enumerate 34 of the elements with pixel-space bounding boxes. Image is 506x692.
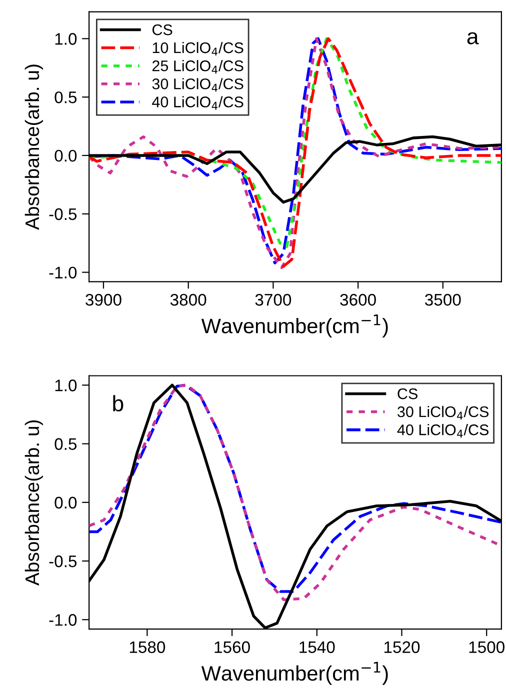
y-tick-label: 1.0: [55, 380, 77, 392]
legend-label: 30 LiClO$_{4}$/CS: [152, 78, 244, 92]
y-axis-title: Absorbance(arb. u): [24, 64, 43, 230]
x-tick-label: 1540: [300, 641, 335, 654]
y-tick-label: -1.0: [49, 266, 77, 278]
legend-label: 30 LiClO$_{4}$/CS: [398, 406, 489, 420]
y-tick-label: 0.0: [54, 150, 77, 162]
x-tick-label: 1580: [130, 641, 166, 654]
y-tick-label: -1.0: [49, 614, 77, 626]
legend-label: 40 LiClO$_{4}$/CS: [152, 96, 244, 110]
y-tick-label: -0.5: [49, 555, 77, 568]
y-tick-label: 1.0: [55, 33, 77, 45]
x-axis-title: Wavenumber(cm$^{−1}$): [201, 662, 388, 685]
y-tick-label: 0.0: [54, 496, 77, 509]
annotation: a: [467, 32, 479, 44]
annotation: b: [113, 395, 124, 412]
x-tick-label: 3700: [255, 294, 292, 306]
y-tick-label: -0.5: [49, 208, 77, 220]
x-tick-label: 1500: [469, 641, 504, 654]
x-tick-label: 3600: [340, 294, 376, 306]
x-tick-label: 3500: [424, 294, 461, 306]
x-tick-label: 3900: [86, 294, 122, 306]
y-tick-label: 0.5: [54, 438, 77, 450]
y-axis-title: Absorbance(arb. u): [24, 420, 43, 586]
legend-label: CS: [398, 388, 418, 400]
x-tick-label: 1520: [384, 641, 420, 654]
x-tick-label: 1560: [214, 641, 250, 654]
y-tick-label: 0.5: [54, 91, 77, 104]
legend-label: 10 LiClO$_{4}$/CS: [152, 42, 244, 56]
legend-label: 40 LiClO$_{4}$/CS: [397, 424, 489, 438]
legend-label: CS: [152, 24, 172, 36]
x-tick-label: 3800: [170, 294, 206, 306]
x-axis-title: Wavenumber(cm$^{−1}$): [201, 314, 388, 338]
legend-label: 25 LiClO$_{4}$/CS: [152, 60, 244, 74]
